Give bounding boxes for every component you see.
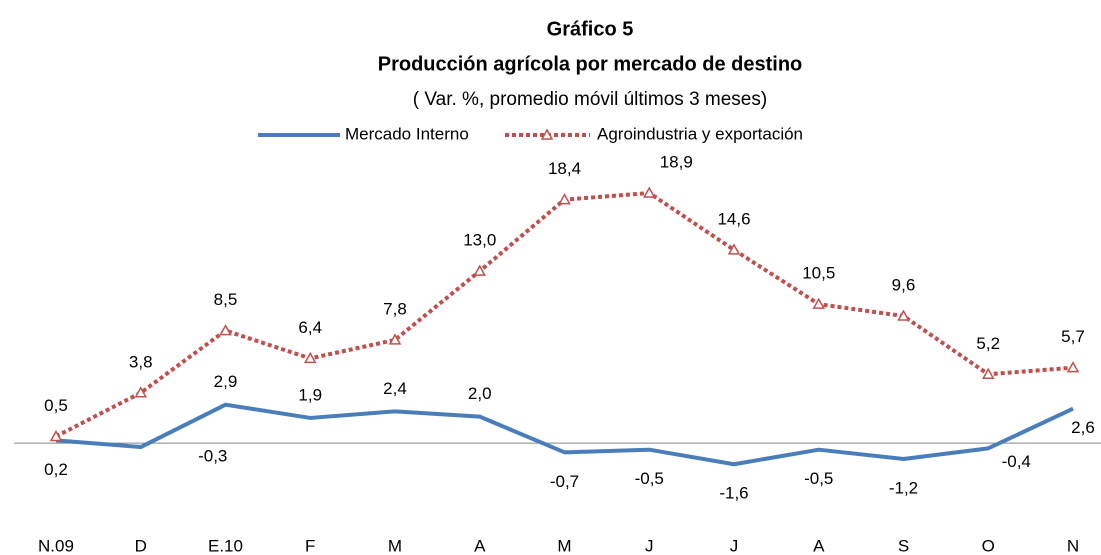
data-label: 5,2 <box>976 334 1000 353</box>
data-label: 1,9 <box>298 385 322 404</box>
legend-marker <box>540 128 554 140</box>
data-label: 8,5 <box>214 290 238 309</box>
x-tick-label: J <box>645 536 654 555</box>
x-tick-label: M <box>388 536 402 555</box>
data-label: 7,8 <box>383 299 407 318</box>
x-tick-label: E.10 <box>208 536 243 555</box>
x-tick-label: D <box>135 536 147 555</box>
point-marker <box>219 324 232 336</box>
data-label: -0,5 <box>635 469 664 488</box>
x-tick-label: J <box>730 536 739 555</box>
chart-subtitle: Producción agrícola por mercado de desti… <box>378 53 803 75</box>
point-marker <box>558 193 571 205</box>
data-label: 3,8 <box>129 352 153 371</box>
chart-note: ( Var. %, promedio móvil últimos 3 meses… <box>413 89 767 110</box>
series-line <box>55 191 1074 439</box>
data-label: 18,4 <box>548 159 581 178</box>
point-marker <box>812 297 826 309</box>
legend-label: Mercado Interno <box>345 124 469 143</box>
x-tick-label: S <box>898 536 909 555</box>
point-marker <box>727 243 741 255</box>
data-label: 0,2 <box>44 460 68 479</box>
x-tick-label: F <box>305 536 315 555</box>
x-tick-label: N.09 <box>38 536 74 555</box>
point-marker <box>473 264 487 276</box>
data-label: 2,4 <box>383 379 407 398</box>
data-label: -0,4 <box>1002 452 1031 471</box>
data-label: -0,7 <box>550 472 579 491</box>
data-label: 2,0 <box>468 384 492 403</box>
point-marker <box>981 367 995 380</box>
point-marker <box>303 351 317 364</box>
x-tick-label: M <box>557 536 571 555</box>
data-label: 5,7 <box>1061 327 1085 346</box>
x-tick-label: A <box>813 536 825 555</box>
data-label: -1,6 <box>719 484 748 503</box>
data-label: 10,5 <box>802 264 835 283</box>
chart-title: Gráfico 5 <box>547 18 634 40</box>
data-label: 0,5 <box>44 396 68 415</box>
series-line <box>55 402 1074 467</box>
data-label: 2,9 <box>214 372 238 391</box>
data-label: -0,3 <box>198 447 227 466</box>
data-label: 9,6 <box>892 276 916 295</box>
point-marker <box>1066 361 1080 373</box>
data-label: 14,6 <box>717 209 750 228</box>
x-tick-label: A <box>474 536 486 555</box>
point-marker <box>642 186 656 198</box>
data-label: 2,6 <box>1071 418 1095 437</box>
data-label: 13,0 <box>463 231 496 250</box>
data-label: -0,5 <box>804 469 833 488</box>
data-label: -1,2 <box>889 478 918 497</box>
x-tick-label: O <box>982 536 995 555</box>
data-label: 6,4 <box>298 318 322 337</box>
point-marker <box>134 386 148 398</box>
data-label: 18,9 <box>660 152 693 171</box>
x-tick-label: N <box>1067 536 1079 555</box>
legend-label: Agroindustria y exportación <box>597 124 803 143</box>
point-marker <box>49 429 63 442</box>
point-marker <box>388 333 402 345</box>
point-marker <box>897 309 910 321</box>
